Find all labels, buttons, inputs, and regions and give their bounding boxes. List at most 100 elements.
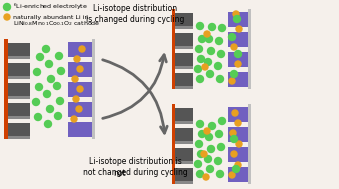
- Circle shape: [45, 60, 53, 67]
- Circle shape: [55, 112, 61, 119]
- Circle shape: [207, 47, 215, 54]
- Circle shape: [236, 141, 242, 147]
- Circle shape: [233, 166, 239, 173]
- FancyBboxPatch shape: [228, 167, 248, 182]
- FancyBboxPatch shape: [175, 13, 193, 26]
- Circle shape: [204, 31, 210, 37]
- FancyBboxPatch shape: [172, 104, 175, 184]
- Circle shape: [234, 15, 240, 22]
- FancyBboxPatch shape: [175, 33, 193, 46]
- Text: naturally abundant Li in: naturally abundant Li in: [13, 15, 88, 19]
- Circle shape: [74, 56, 80, 62]
- Circle shape: [201, 151, 207, 157]
- FancyBboxPatch shape: [8, 136, 30, 139]
- FancyBboxPatch shape: [4, 39, 8, 139]
- Circle shape: [56, 53, 62, 60]
- Text: not: not: [114, 169, 126, 177]
- FancyBboxPatch shape: [228, 72, 248, 87]
- FancyBboxPatch shape: [8, 123, 30, 136]
- Circle shape: [231, 136, 238, 143]
- Circle shape: [197, 170, 203, 177]
- FancyBboxPatch shape: [8, 116, 30, 119]
- Circle shape: [195, 160, 201, 167]
- Circle shape: [229, 78, 235, 84]
- Circle shape: [44, 121, 52, 128]
- Circle shape: [73, 96, 79, 102]
- Circle shape: [228, 33, 236, 40]
- Circle shape: [54, 83, 60, 90]
- Circle shape: [57, 98, 63, 105]
- Circle shape: [233, 11, 239, 17]
- FancyBboxPatch shape: [175, 148, 193, 161]
- Circle shape: [218, 143, 224, 150]
- FancyBboxPatch shape: [228, 32, 248, 47]
- FancyBboxPatch shape: [175, 86, 193, 89]
- Circle shape: [37, 53, 43, 60]
- FancyBboxPatch shape: [8, 96, 30, 99]
- Circle shape: [199, 36, 205, 43]
- Circle shape: [218, 50, 224, 57]
- Circle shape: [199, 130, 205, 138]
- FancyBboxPatch shape: [248, 9, 251, 89]
- FancyBboxPatch shape: [175, 108, 193, 121]
- FancyBboxPatch shape: [175, 121, 193, 124]
- Circle shape: [217, 170, 223, 177]
- Circle shape: [35, 114, 41, 121]
- Circle shape: [204, 59, 212, 66]
- Circle shape: [205, 36, 213, 43]
- FancyBboxPatch shape: [8, 63, 30, 76]
- Text: $^6$Li-enriched electrolyte: $^6$Li-enriched electrolyte: [13, 2, 88, 12]
- Circle shape: [4, 14, 10, 20]
- Circle shape: [208, 122, 216, 129]
- Circle shape: [36, 84, 42, 91]
- Circle shape: [205, 133, 213, 140]
- FancyBboxPatch shape: [228, 52, 248, 67]
- Circle shape: [197, 22, 203, 29]
- FancyBboxPatch shape: [172, 9, 175, 89]
- FancyBboxPatch shape: [8, 56, 30, 59]
- Circle shape: [198, 56, 204, 63]
- Circle shape: [235, 61, 241, 67]
- FancyBboxPatch shape: [68, 82, 92, 97]
- FancyBboxPatch shape: [8, 83, 30, 96]
- FancyBboxPatch shape: [175, 66, 193, 69]
- Circle shape: [203, 174, 209, 180]
- Circle shape: [79, 46, 85, 52]
- Circle shape: [208, 23, 216, 30]
- Circle shape: [196, 46, 202, 53]
- FancyBboxPatch shape: [228, 12, 248, 27]
- Circle shape: [197, 75, 203, 83]
- Circle shape: [236, 26, 242, 32]
- FancyBboxPatch shape: [175, 46, 193, 49]
- FancyBboxPatch shape: [175, 128, 193, 141]
- FancyBboxPatch shape: [228, 107, 248, 122]
- FancyBboxPatch shape: [175, 181, 193, 184]
- Circle shape: [43, 91, 51, 98]
- FancyArrowPatch shape: [103, 55, 166, 118]
- Circle shape: [219, 25, 225, 32]
- Text: Li-isotope distribution is
not changed during cycling: Li-isotope distribution is not changed d…: [83, 157, 187, 177]
- FancyBboxPatch shape: [8, 76, 30, 79]
- Text: Li-isotope distribution
is changed during cycling: Li-isotope distribution is changed durin…: [86, 4, 184, 24]
- Circle shape: [58, 67, 64, 74]
- FancyBboxPatch shape: [175, 53, 193, 66]
- Circle shape: [76, 106, 82, 112]
- FancyBboxPatch shape: [175, 73, 193, 86]
- Circle shape: [231, 44, 237, 50]
- Circle shape: [77, 86, 83, 92]
- FancyBboxPatch shape: [68, 42, 92, 57]
- Circle shape: [34, 68, 40, 75]
- Circle shape: [46, 105, 54, 112]
- Text: LiNi$_{0.8}$Mn$_{0.1}$Co$_{0.1}$O$_2$ cathode: LiNi$_{0.8}$Mn$_{0.1}$Co$_{0.1}$O$_2$ ca…: [13, 19, 100, 29]
- FancyBboxPatch shape: [175, 161, 193, 164]
- Circle shape: [229, 172, 235, 178]
- FancyBboxPatch shape: [68, 62, 92, 77]
- Circle shape: [235, 162, 241, 168]
- FancyArrowPatch shape: [103, 60, 167, 133]
- Circle shape: [197, 121, 203, 128]
- Circle shape: [235, 50, 241, 57]
- Circle shape: [72, 76, 78, 82]
- Circle shape: [198, 150, 204, 157]
- Circle shape: [217, 75, 223, 83]
- Circle shape: [215, 63, 221, 70]
